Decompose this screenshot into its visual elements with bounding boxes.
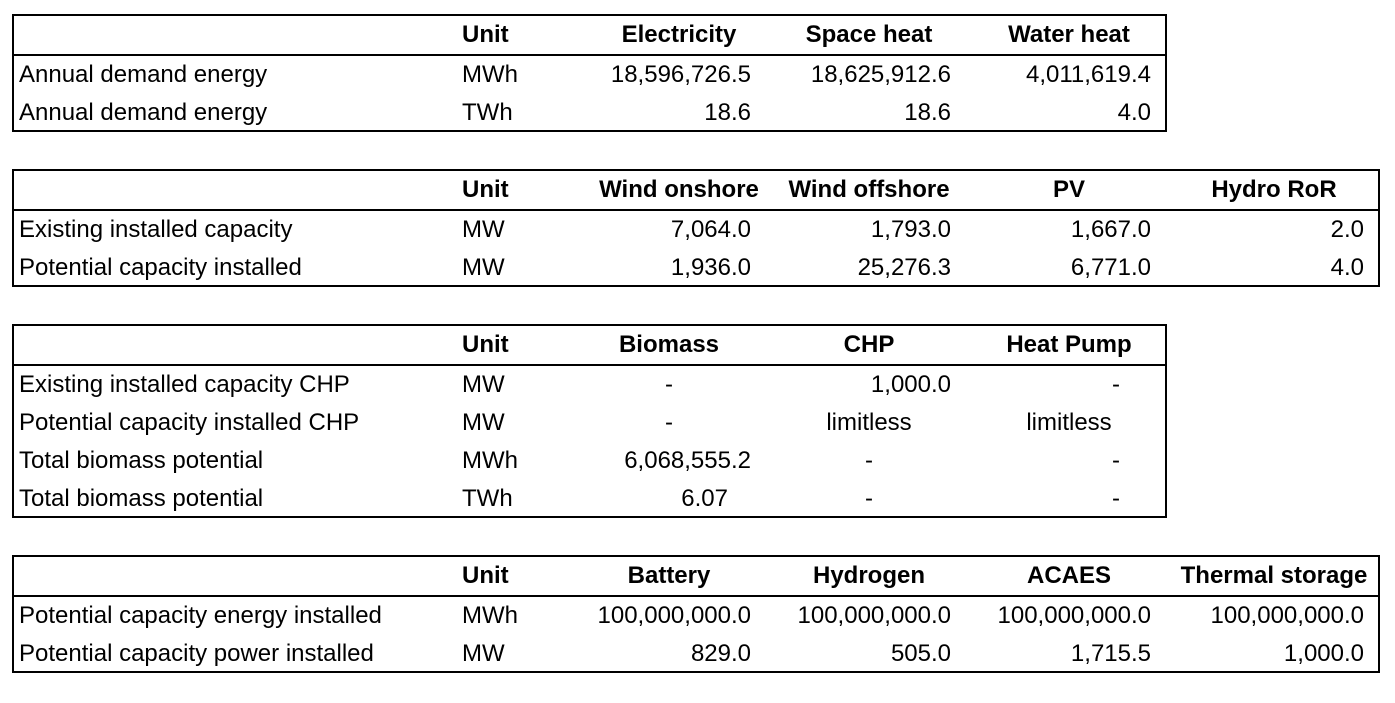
column-header: Wind onshore [599,176,759,203]
row-unit: MWh [462,447,518,474]
row-label: Total biomass potential [19,485,264,512]
table-header-row: Unit Biomass CHP Heat Pump [14,326,1165,366]
table-cell: 505.0 [890,640,951,667]
table-cell: 100,000,000.0 [597,602,751,629]
row-unit: MW [462,640,505,667]
table-cell: 1,936.0 [670,254,751,281]
table-cell: 1,667.0 [1070,216,1151,243]
column-header-unit: Unit [462,176,509,203]
table-cell: - [665,409,673,436]
table-cell: - [1112,485,1120,512]
table-cell: 4.0 [1117,99,1151,126]
row-label: Annual demand energy [19,61,268,88]
table-cell: 18.6 [704,99,751,126]
table-cell: 1,715.5 [1070,640,1151,667]
row-unit: MW [462,409,505,436]
table-cell: limitless [1026,409,1112,436]
table-header-row: Unit Wind onshore Wind offshore PV Hydro… [14,171,1378,211]
table-cell: 100,000,000.0 [997,602,1151,629]
table-row: Existing installed capacity MW 7,064.0 1… [14,211,1378,249]
table-cell: 829.0 [690,640,751,667]
column-header: Water heat [1008,21,1130,48]
table-cell: 18,596,726.5 [610,61,751,88]
row-label: Total biomass potential [19,447,264,474]
row-label: Potential capacity power installed [19,640,374,667]
column-header: Battery [627,562,711,589]
row-unit: MW [462,216,505,243]
table-row: Annual demand energy TWh 18.6 18.6 4.0 [14,94,1165,132]
table-row: Potential capacity installed MW 1,936.0 … [14,249,1378,287]
table-cell: 1,000.0 [1283,640,1364,667]
table-row: Existing installed capacity CHP MW - 1,0… [14,366,1165,404]
column-header: Hydro RoR [1211,176,1337,203]
table-cell: 7,064.0 [670,216,751,243]
table-cell: 4,011,619.4 [1025,61,1151,88]
row-unit: MW [462,371,505,398]
table-row: Total biomass potential MWh 6,068,555.2 … [14,442,1165,480]
column-header-unit: Unit [462,331,509,358]
column-header: Thermal storage [1180,562,1368,589]
table-cell: 1,000.0 [870,371,951,398]
table-cell: 25,276.3 [857,254,951,281]
row-unit: MW [462,254,505,281]
storage-table: Unit Battery Hydrogen ACAES Thermal stor… [12,555,1380,673]
table-header-row: Unit Battery Hydrogen ACAES Thermal stor… [14,557,1378,597]
table-cell: 6.07 [681,485,728,512]
row-unit: TWh [462,485,513,512]
table-cell: 18,625,912.6 [810,61,951,88]
table-cell: 4.0 [1330,254,1364,281]
column-header: CHP [843,331,895,358]
table-cell: 6,068,555.2 [624,447,751,474]
column-header: Hydrogen [812,562,925,589]
row-label: Annual demand energy [19,99,268,126]
row-label: Existing installed capacity CHP [19,371,350,398]
row-unit: MWh [462,61,518,88]
row-label: Potential capacity installed CHP [19,409,360,436]
column-header-unit: Unit [462,21,509,48]
table-cell: limitless [826,409,912,436]
table-cell: - [1112,447,1120,474]
renewables-table: Unit Wind onshore Wind offshore PV Hydro… [12,169,1380,287]
column-header: Electricity [621,21,737,48]
row-label: Potential capacity energy installed [19,602,382,629]
table-cell: - [865,447,873,474]
row-unit: MWh [462,602,518,629]
row-label: Potential capacity installed [19,254,302,281]
column-header: Space heat [805,21,933,48]
table-cell: 100,000,000.0 [797,602,951,629]
column-header: Wind offshore [788,176,950,203]
table-row: Total biomass potential TWh 6.07 - - [14,480,1165,518]
table-row: Potential capacity energy installed MWh … [14,597,1378,635]
table-cell: - [1112,371,1120,398]
table-cell: - [665,371,673,398]
table-row: Potential capacity installed CHP MW - li… [14,404,1165,442]
row-label: Existing installed capacity [19,216,293,243]
column-header-unit: Unit [462,562,509,589]
table-row: Annual demand energy MWh 18,596,726.5 18… [14,56,1165,94]
table-header-row: Unit Electricity Space heat Water heat [14,16,1165,56]
table-cell: 1,793.0 [870,216,951,243]
column-header: ACAES [1026,562,1111,589]
column-header: Heat Pump [1006,331,1132,358]
table-cell: - [865,485,873,512]
column-header: Biomass [618,331,720,358]
column-header: PV [1052,176,1085,203]
biomass-chp-table: Unit Biomass CHP Heat Pump Existing inst… [12,324,1167,518]
table-row: Potential capacity power installed MW 82… [14,635,1378,673]
table-cell: 2.0 [1330,216,1364,243]
table-cell: 100,000,000.0 [1210,602,1364,629]
table-cell: 6,771.0 [1070,254,1151,281]
table-cell: 18.6 [904,99,951,126]
row-unit: TWh [462,99,513,126]
demand-table: Unit Electricity Space heat Water heat A… [12,14,1167,132]
